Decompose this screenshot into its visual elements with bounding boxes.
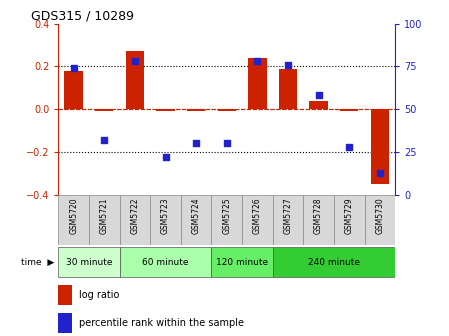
Text: GSM5728: GSM5728	[314, 198, 323, 234]
Bar	[187, 109, 205, 111]
Text: 240 minute: 240 minute	[308, 258, 360, 266]
Bar	[58, 313, 72, 333]
Point	[284, 62, 291, 67]
Bar	[119, 195, 150, 245]
Text: 120 minute: 120 minute	[216, 258, 268, 266]
Bar	[58, 247, 119, 277]
Point	[346, 144, 353, 150]
Point	[162, 155, 169, 160]
Text: log ratio: log ratio	[79, 290, 119, 300]
Text: GSM5729: GSM5729	[345, 198, 354, 234]
Bar	[181, 195, 211, 245]
Bar	[273, 195, 303, 245]
Text: GSM5726: GSM5726	[253, 198, 262, 234]
Text: 30 minute: 30 minute	[66, 258, 112, 266]
Bar	[150, 195, 181, 245]
Bar	[95, 109, 114, 111]
Bar	[156, 109, 175, 111]
Bar	[248, 58, 267, 109]
Bar	[211, 247, 273, 277]
Text: GSM5724: GSM5724	[192, 198, 201, 234]
Text: GSM5721: GSM5721	[100, 198, 109, 234]
Point	[376, 170, 383, 175]
Point	[101, 137, 108, 143]
Text: GSM5725: GSM5725	[222, 198, 231, 234]
Bar	[279, 69, 297, 109]
Bar	[119, 247, 211, 277]
Bar	[218, 109, 236, 111]
Text: GDS315 / 10289: GDS315 / 10289	[31, 9, 134, 23]
Point	[315, 93, 322, 98]
Bar	[242, 195, 273, 245]
Text: 60 minute: 60 minute	[142, 258, 189, 266]
Point	[223, 141, 230, 146]
Text: GSM5730: GSM5730	[375, 198, 384, 234]
Bar	[303, 195, 334, 245]
Point	[193, 141, 200, 146]
Bar	[334, 195, 365, 245]
Point	[131, 58, 138, 64]
Text: GSM5723: GSM5723	[161, 198, 170, 234]
Bar	[65, 71, 83, 109]
Bar	[58, 285, 72, 304]
Bar	[370, 109, 389, 184]
Bar	[273, 247, 395, 277]
Bar	[126, 51, 144, 109]
Bar	[89, 195, 119, 245]
Bar	[211, 195, 242, 245]
Point	[70, 66, 77, 71]
Text: time  ▶: time ▶	[21, 258, 54, 266]
Text: GSM5727: GSM5727	[283, 198, 292, 234]
Text: percentile rank within the sample: percentile rank within the sample	[79, 318, 243, 328]
Bar	[365, 195, 395, 245]
Bar	[340, 109, 358, 111]
Bar	[58, 195, 89, 245]
Text: GSM5720: GSM5720	[69, 198, 78, 234]
Text: GSM5722: GSM5722	[130, 198, 139, 234]
Bar	[309, 101, 328, 109]
Point	[254, 58, 261, 64]
